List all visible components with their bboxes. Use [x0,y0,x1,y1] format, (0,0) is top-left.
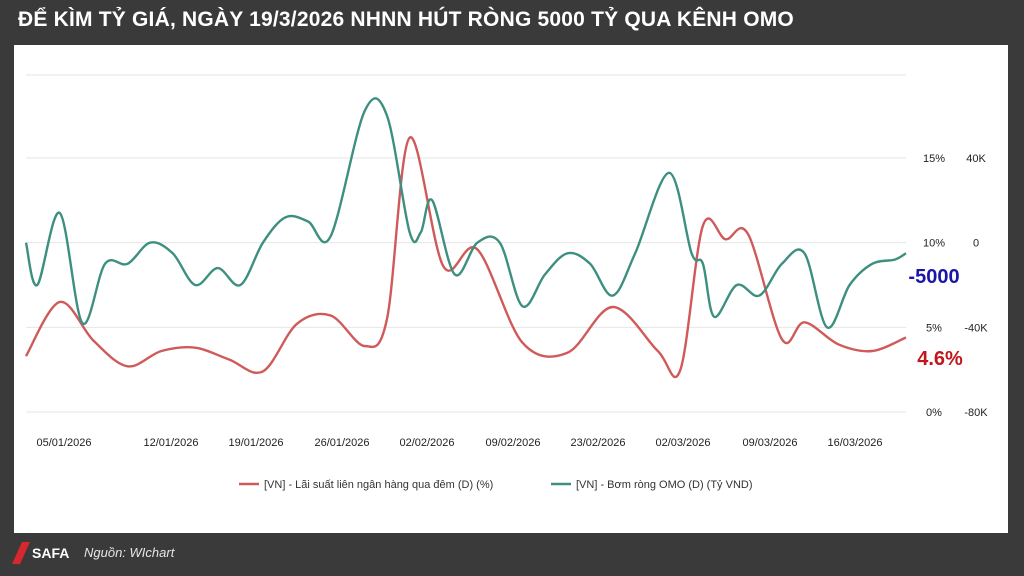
x-tick-label: 09/02/2026 [485,437,540,449]
legend-label-omo: [VN] - Bơm ròng OMO (D) (Tỷ VND) [576,479,753,491]
page-title: ĐỂ KÌM TỶ GIÁ, NGÀY 19/3/2026 NHNN HÚT R… [18,8,794,31]
y-left-tick-label: 5% [926,322,942,334]
x-tick-label: 26/01/2026 [314,437,369,449]
safa-logo: SAFA [12,542,69,564]
y-right-tick-label: 40K [966,153,986,165]
legend-label-rate: [VN] - Lãi suất liên ngân hàng qua đêm (… [264,479,493,491]
logo-text: SAFA [32,545,69,561]
x-tick-label: 16/03/2026 [827,437,882,449]
series-line-interbank-rate [24,136,907,379]
x-tick-label: 23/02/2026 [570,437,625,449]
omo-last-value: -5000 [908,266,959,288]
x-tick-label: 12/01/2026 [143,437,198,449]
y-left-tick-label: 0% [926,407,942,419]
x-tick-label: 09/03/2026 [742,437,797,449]
y-left-tick-label: 15% [923,153,945,165]
rate-last-value: 4.6% [917,348,963,370]
y-right-tick-label: 0 [973,238,979,250]
chart-panel: 15% 10% 5% 0% 40K 0 -40K -80K 05/01/2026 12/01/20… [14,45,1008,533]
footer: SAFA Nguồn: WIchart [0,536,1024,576]
y-left-tick-label: 10% [923,238,945,250]
series-line-omo [24,97,907,329]
x-tick-label: 02/02/2026 [399,437,454,449]
y-right-tick-label: -80K [964,407,988,419]
x-tick-label: 05/01/2026 [36,437,91,449]
x-tick-label: 02/03/2026 [655,437,710,449]
y-right-tick-label: -40K [964,322,988,334]
x-tick-label: 19/01/2026 [228,437,283,449]
line-chart: 15% 10% 5% 0% 40K 0 -40K -80K 05/01/2026 12/01/20… [24,74,988,491]
source-note: Nguồn: WIchart [84,545,175,560]
